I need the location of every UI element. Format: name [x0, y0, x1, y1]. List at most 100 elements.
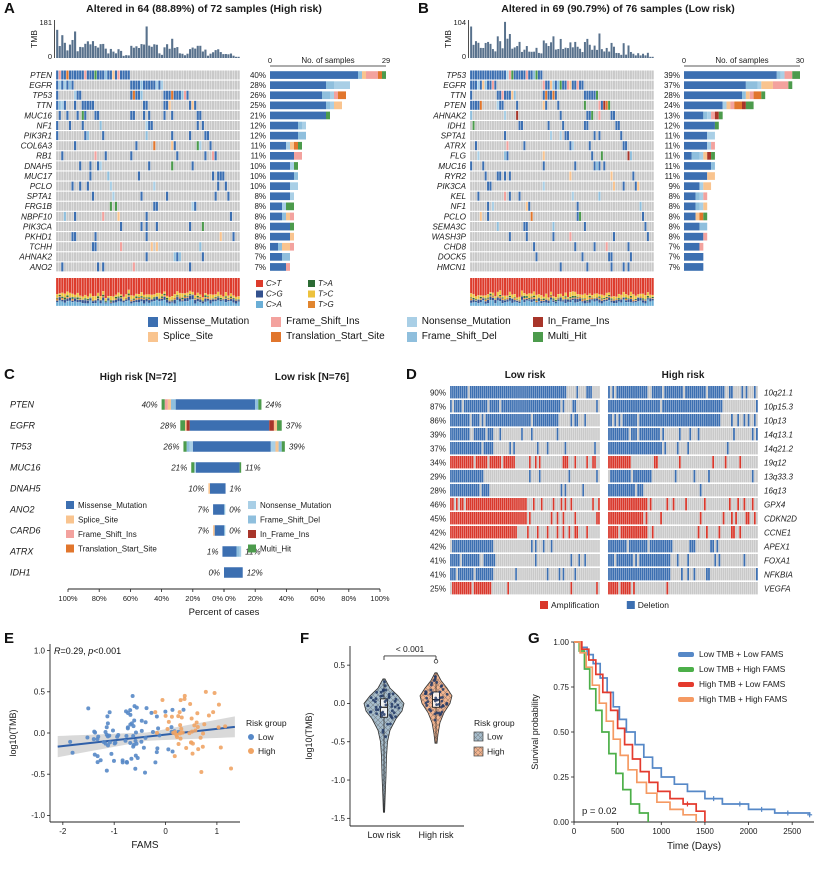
- oncogrid-cell: [535, 121, 538, 130]
- titv-legend-label: C>T: [266, 279, 282, 288]
- oncogrid-cell: [127, 131, 130, 141]
- titv-bar-segment: [511, 303, 514, 306]
- oncogrid-cell: [622, 181, 625, 191]
- cnv-cell: [743, 428, 746, 441]
- oncogrid-cell: [143, 70, 146, 80]
- titv-bar-segment: [487, 294, 490, 298]
- cnv-cell: [651, 400, 654, 413]
- oncogrid-cell: [542, 151, 545, 161]
- titv-bar-segment: [487, 303, 490, 306]
- oncogrid-cell: [148, 252, 151, 262]
- oncogrid-cell: [89, 110, 92, 120]
- gene-label: FRG1B: [25, 202, 53, 211]
- titv-bar-segment: [600, 298, 603, 300]
- titv-bar-segment: [140, 299, 143, 302]
- titv-bar-segment: [574, 291, 577, 296]
- oncogrid-cell: [114, 262, 118, 272]
- oncogrid-cell: [160, 252, 164, 262]
- cnv-cell: [457, 400, 460, 413]
- titv-bar-segment: [137, 299, 141, 303]
- gene-count-bar: [699, 182, 704, 190]
- oncogrid-cell: [171, 211, 174, 221]
- titv-bar-segment: [499, 298, 502, 302]
- oncogrid-cell: [508, 131, 511, 141]
- oncogrid-cell: [591, 211, 594, 221]
- oncogrid-cell: [107, 211, 110, 221]
- oncogrid-cell: [637, 191, 640, 201]
- oncogrid-cell: [94, 70, 97, 80]
- oncogrid-cell: [508, 141, 511, 151]
- oncogrid-cell: [530, 161, 533, 171]
- oncogrid-cell: [518, 181, 521, 191]
- oncogrid-cell: [209, 100, 212, 110]
- oncogrid-cell: [482, 80, 485, 90]
- oncogrid-cell: [622, 252, 625, 262]
- oncogrid-cell: [530, 201, 533, 211]
- titv-bar-segment: [511, 294, 514, 299]
- oncogrid-cell: [501, 201, 504, 211]
- oncogrid-cell: [68, 211, 72, 221]
- oncogrid-cell: [204, 181, 207, 191]
- oncogrid-cell: [183, 222, 187, 231]
- titv-bar-segment: [550, 295, 553, 298]
- gene-count-bar: [699, 222, 708, 231]
- cnv-cell: [624, 386, 627, 399]
- cnv-cell: [631, 386, 633, 399]
- oncogrid-cell: [484, 232, 487, 242]
- oncogrid-cell: [232, 151, 235, 161]
- titv-bar-segment: [530, 296, 533, 298]
- tmb-bar: [74, 31, 77, 58]
- titv-bar-segment: [550, 299, 553, 306]
- tmb-bar: [194, 48, 197, 58]
- titv-bar-segment: [591, 299, 594, 301]
- titv-bar-segment: [605, 292, 608, 297]
- oncogrid-cell: [89, 90, 92, 100]
- cnv-cell: [614, 428, 617, 441]
- oncogrid-cell: [516, 141, 519, 151]
- titv-bar-segment: [104, 298, 107, 301]
- oncogrid-cell: [579, 232, 582, 242]
- oncogrid-cell: [516, 80, 519, 90]
- titv-bar-segment: [581, 301, 584, 303]
- oncogrid-cell: [583, 90, 586, 100]
- oncogrid-cell: [520, 131, 523, 141]
- oncogrid-cell: [552, 161, 555, 171]
- oncogrid-cell: [235, 181, 238, 191]
- oncogrid-cell: [559, 181, 562, 191]
- oncogrid-cell: [571, 151, 574, 161]
- oncogrid-cell: [620, 242, 623, 252]
- samples-tick-max: 30: [796, 56, 804, 65]
- oncogrid-cell: [84, 171, 87, 181]
- right-bar-segment: [224, 504, 226, 515]
- cnv-cell: [622, 400, 625, 413]
- oncogrid-cell: [574, 201, 577, 211]
- oncogrid-cell: [158, 161, 161, 171]
- right-bar-segment: [239, 462, 242, 473]
- titv-bar-segment: [58, 297, 61, 301]
- gene-count-bar: [718, 111, 723, 120]
- gene-count-bar: [302, 121, 306, 130]
- oncogrid-cell: [634, 141, 637, 151]
- cnv-cell: [452, 428, 454, 441]
- oncogrid-cell: [494, 211, 497, 221]
- titv-bar-segment: [109, 300, 112, 302]
- cnv-cell: [483, 414, 486, 427]
- cnv-cell: [536, 400, 539, 413]
- cnv-cell: [626, 400, 629, 413]
- cnv-cell: [558, 386, 561, 399]
- titv-bar-segment: [603, 295, 606, 298]
- oncogrid-cell: [209, 141, 212, 151]
- titv-bar-segment: [523, 299, 526, 303]
- oncogrid-cell: [562, 262, 565, 272]
- oncogrid-cell: [120, 151, 123, 161]
- oncogrid-cell: [562, 201, 565, 211]
- tmb-bar: [76, 51, 79, 58]
- oncogrid-cell: [66, 141, 69, 151]
- titv-bar-segment: [178, 298, 181, 302]
- oncogrid-cell: [155, 80, 158, 90]
- oncogrid-cell: [535, 242, 538, 252]
- oncogrid-cell: [649, 242, 652, 252]
- oncogrid-cell: [479, 80, 482, 90]
- oncogrid-cell: [99, 131, 102, 141]
- oncogrid-cell: [163, 171, 166, 181]
